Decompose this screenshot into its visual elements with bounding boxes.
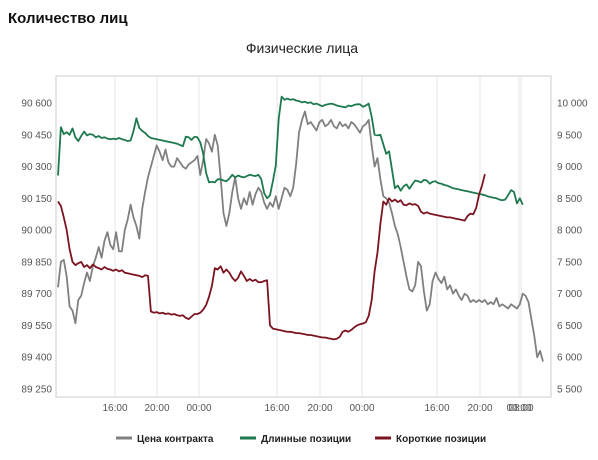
plot-frame — [55, 75, 552, 398]
y-right-tick-label: 6 000 — [557, 353, 582, 364]
chart-title: Физические лица — [246, 40, 358, 56]
y-right-tick-label: 8 000 — [557, 226, 582, 237]
legend-label: Короткие позиции — [396, 434, 486, 445]
y-right-tick-label: 9 500 — [557, 130, 582, 141]
y-left-tick-label: 89 400 — [21, 353, 52, 364]
y-right-tick-label: 7 500 — [557, 257, 582, 268]
grid — [55, 75, 552, 398]
y-right-tick-label: 9 000 — [557, 162, 582, 173]
axes: 16:00 20:00 00:00 16:00 20:00 00:00 16:00 20:00… — [21, 99, 588, 415]
y-right-tick-label: 6 500 — [557, 321, 582, 332]
series-line-1 — [57, 110, 544, 362]
y-left-tick-label: 89 850 — [21, 257, 52, 268]
legend-label: Цена контракта — [137, 434, 214, 445]
legend-label: Длинные позиции — [261, 434, 351, 445]
y-left-tick-label: 90 000 — [21, 226, 52, 237]
x-tick-label: 20:00 — [467, 403, 492, 414]
x-tick-label: 00:00 — [506, 403, 531, 414]
y-left-tick-label: 89 550 — [21, 321, 52, 332]
y-right-tick-label: 8 500 — [557, 194, 582, 205]
x-tick-label: 16:00 — [424, 403, 449, 414]
series-line-2 — [57, 95, 524, 206]
y-left-tick-label: 90 600 — [21, 99, 52, 110]
y-left-tick-label: 89 250 — [21, 385, 52, 396]
y-left-tick-label: 89 700 — [21, 289, 52, 300]
y-left-tick-label: 90 300 — [21, 162, 52, 173]
section-header: Количество лиц — [8, 10, 128, 27]
x-tick-label: 00:00 — [349, 403, 374, 414]
x-tick-label: 00:00 — [186, 403, 211, 414]
x-tick-label: 20:00 — [144, 403, 169, 414]
y-left-tick-label: 90 150 — [21, 194, 52, 205]
x-tick-label: 16:00 — [102, 403, 127, 414]
y-right-tick-label: 10 000 — [557, 99, 588, 110]
y-right-tick-label: 5 500 — [557, 385, 582, 396]
legend: Цена контракта Длинные позиции Короткие по… — [116, 434, 486, 445]
series-line-3 — [57, 173, 486, 341]
x-tick-label: 08:00 — [508, 403, 533, 414]
y-right-tick-label: 7 000 — [557, 289, 582, 300]
series-lines — [57, 95, 544, 362]
y-left-tick-label: 90 450 — [21, 130, 52, 141]
x-tick-label: 16:00 — [264, 403, 289, 414]
x-tick-label: 20:00 — [307, 403, 332, 414]
